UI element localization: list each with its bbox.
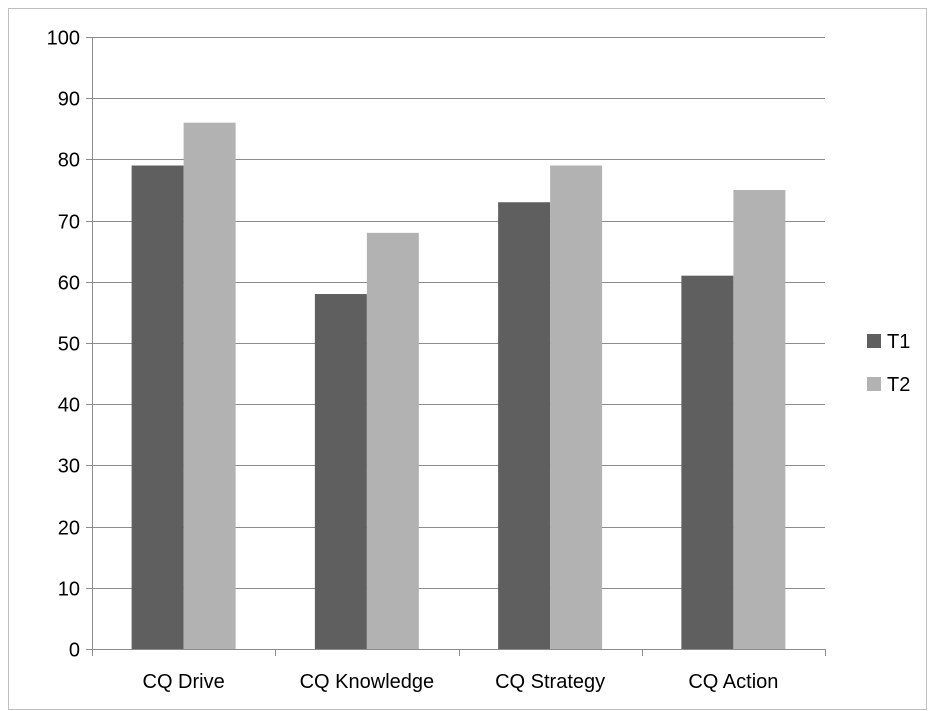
y-tick-label-20: 20 [58, 518, 80, 540]
y-tick-label-70: 70 [58, 212, 80, 234]
x-category-label-2: CQ Strategy [495, 671, 605, 693]
bar-t1-0 [131, 165, 184, 649]
y-tick-label-30: 30 [58, 456, 80, 478]
x-category-label-3: CQ Action [688, 671, 778, 693]
axes [86, 37, 826, 656]
legend-label-t2: T2 [887, 374, 910, 396]
bar-t2-1 [366, 232, 419, 649]
y-tick-labels: 0 10 20 30 40 50 60 70 80 90 100 [47, 28, 80, 662]
bar-t1-1 [314, 294, 367, 649]
y-tick-label-100: 100 [47, 28, 80, 50]
x-category-label-0: CQ Drive [143, 671, 225, 693]
bar-t2-0 [183, 122, 236, 650]
y-tick-label-50: 50 [58, 334, 80, 356]
x-category-label-1: CQ Knowledge [300, 671, 435, 693]
y-tick-label-60: 60 [58, 273, 80, 295]
y-tick-label-0: 0 [69, 640, 80, 662]
bars [131, 122, 786, 650]
bar-t1-3 [681, 275, 734, 649]
legend-swatch-t1 [867, 334, 881, 348]
bar-t1-2 [498, 202, 551, 650]
bar-t2-3 [733, 190, 786, 649]
y-tick-label-40: 40 [58, 395, 80, 417]
legend-label-t1: T1 [887, 331, 910, 353]
bar-t2-2 [550, 165, 603, 649]
legend-swatch-t2 [867, 377, 881, 391]
y-tick-label-80: 80 [58, 150, 80, 172]
y-tick-label-10: 10 [58, 579, 80, 601]
category-labels: CQ Drive CQ Knowledge CQ Strategy CQ Action [143, 671, 779, 693]
legend: T1 T2 [867, 331, 910, 396]
y-tick-label-90: 90 [58, 89, 80, 111]
